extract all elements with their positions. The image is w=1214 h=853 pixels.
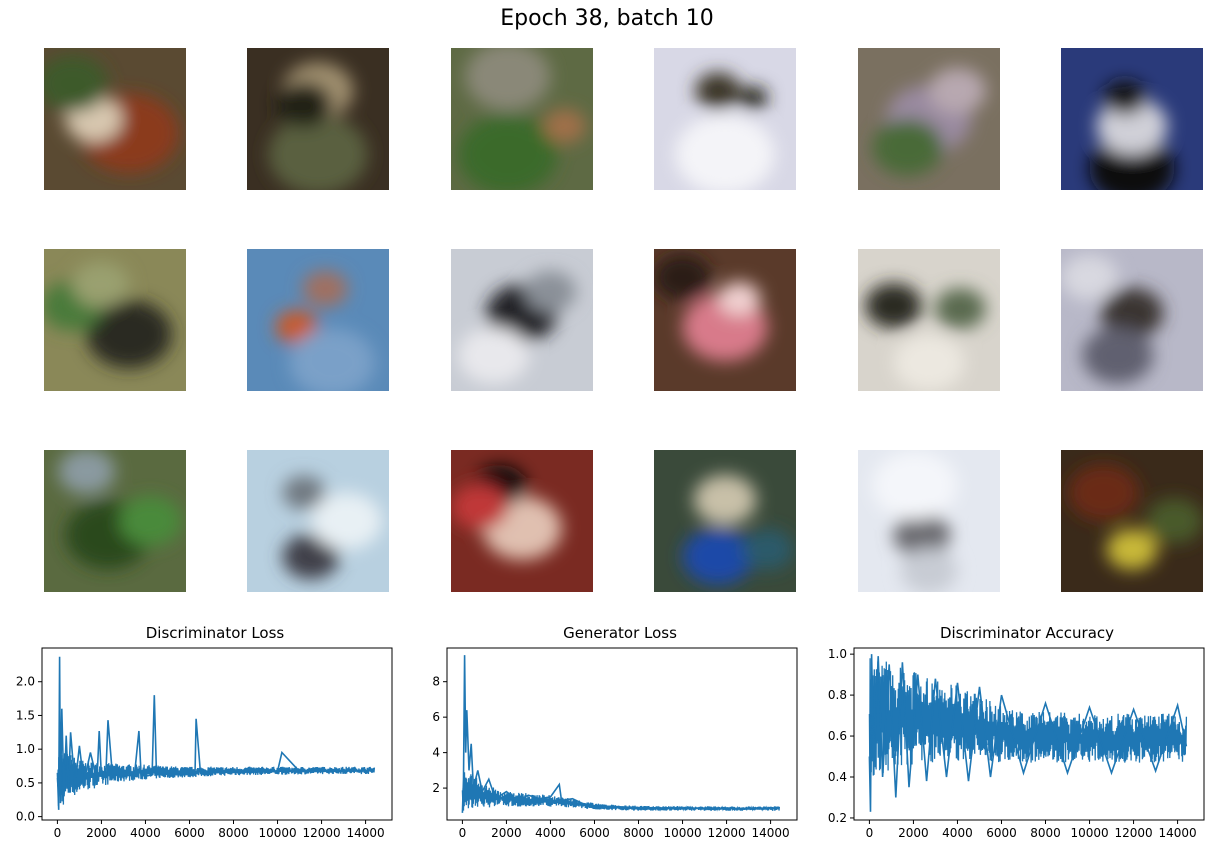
x-tick-label: 0 xyxy=(459,826,467,840)
sample-image-3 xyxy=(451,48,593,190)
y-tick-label: 0.0 xyxy=(16,810,35,824)
series-line xyxy=(56,656,375,810)
y-tick-label: 0.4 xyxy=(828,770,847,784)
y-tick-label: 1.5 xyxy=(16,708,35,722)
sample-image-14 xyxy=(247,450,389,592)
noise-band-line xyxy=(56,753,376,807)
x-tick-label: 2000 xyxy=(491,826,522,840)
x-tick-label: 12000 xyxy=(302,826,340,840)
x-tick-label: 4000 xyxy=(130,826,161,840)
x-tick-label: 4000 xyxy=(942,826,973,840)
sample-image-12 xyxy=(1061,249,1203,391)
y-tick-label: 6 xyxy=(432,710,440,724)
axes-frame xyxy=(41,647,393,821)
x-tick-label: 8000 xyxy=(1030,826,1061,840)
x-tick-label: 8000 xyxy=(218,826,249,840)
y-tick-label: 2 xyxy=(432,781,440,795)
discriminator-accuracy-chart: Discriminator Accuracy 0 2000 4000 6000 8000… xyxy=(812,624,1205,846)
x-tick-label: 4000 xyxy=(535,826,566,840)
y-tick-label: 1.0 xyxy=(828,647,847,661)
y-tick-label: 0.6 xyxy=(828,729,847,743)
sample-image-2 xyxy=(247,48,389,190)
chart-svg: 0 2000 4000 6000 8000 10000 12000 14000 0.0 0.5 1.… xyxy=(16,647,393,840)
x-tick-label: 0 xyxy=(54,826,62,840)
sample-image-11 xyxy=(858,249,1000,391)
chart-svg: 0 2000 4000 6000 8000 10000 12000 14000 0.2 0.4 0.… xyxy=(828,647,1205,840)
x-tick-label: 12000 xyxy=(707,826,745,840)
sample-image-6 xyxy=(1061,48,1203,190)
y-tick-label: 1.0 xyxy=(16,742,35,756)
sample-image-1 xyxy=(44,48,186,190)
sample-image-10 xyxy=(654,249,796,391)
x-tick-label: 14000 xyxy=(1158,826,1196,840)
x-tick-label: 2000 xyxy=(86,826,117,840)
x-tick-label: 14000 xyxy=(346,826,384,840)
sample-image-5 xyxy=(858,48,1000,190)
y-tick-label: 0.2 xyxy=(828,811,847,825)
x-tick-label: 6000 xyxy=(986,826,1017,840)
sample-image-15 xyxy=(451,450,593,592)
chart-title: Discriminator Accuracy xyxy=(939,624,1115,642)
x-tick-label: 0 xyxy=(866,826,874,840)
x-tick-label: 2000 xyxy=(898,826,929,840)
x-tick-label: 6000 xyxy=(174,826,205,840)
y-tick-label: 2.0 xyxy=(16,675,35,689)
sample-image-9 xyxy=(451,249,593,391)
discriminator-loss-chart: Discriminator Loss 0 2000 4000 6000 8000 1000… xyxy=(0,624,393,846)
sample-image-8 xyxy=(247,249,389,391)
sample-image-7 xyxy=(44,249,186,391)
x-tick-label: 12000 xyxy=(1114,826,1152,840)
y-tick-label: 8 xyxy=(432,675,440,689)
x-tick-label: 10000 xyxy=(663,826,701,840)
sample-image-17 xyxy=(858,450,1000,592)
series-line xyxy=(868,654,1188,812)
series-line xyxy=(461,655,780,813)
y-tick-label: 0.8 xyxy=(828,688,847,702)
noise-band-line xyxy=(868,658,1188,779)
x-tick-label: 6000 xyxy=(579,826,610,840)
x-tick-label: 14000 xyxy=(751,826,789,840)
sample-image-18 xyxy=(1061,450,1203,592)
figure-title: Epoch 38, batch 10 xyxy=(500,6,714,31)
chart-title: Generator Loss xyxy=(563,624,677,642)
sample-image-13 xyxy=(44,450,186,592)
chart-title: Discriminator Loss xyxy=(145,624,285,642)
chart-svg: 0 2000 4000 6000 8000 10000 12000 14000 2 4 6 8 xyxy=(432,647,798,840)
noise-band-line xyxy=(461,772,781,812)
x-tick-label: 8000 xyxy=(623,826,654,840)
x-tick-label: 10000 xyxy=(258,826,296,840)
y-tick-label: 0.5 xyxy=(16,776,35,790)
sample-image-4 xyxy=(654,48,796,190)
x-tick-label: 10000 xyxy=(1070,826,1108,840)
axes-frame xyxy=(446,647,798,821)
generator-loss-chart: Generator Loss 0 2000 4000 6000 8000 10000 120… xyxy=(405,624,798,846)
sample-image-16 xyxy=(654,450,796,592)
y-tick-label: 4 xyxy=(432,746,440,760)
axes-frame xyxy=(853,647,1205,821)
